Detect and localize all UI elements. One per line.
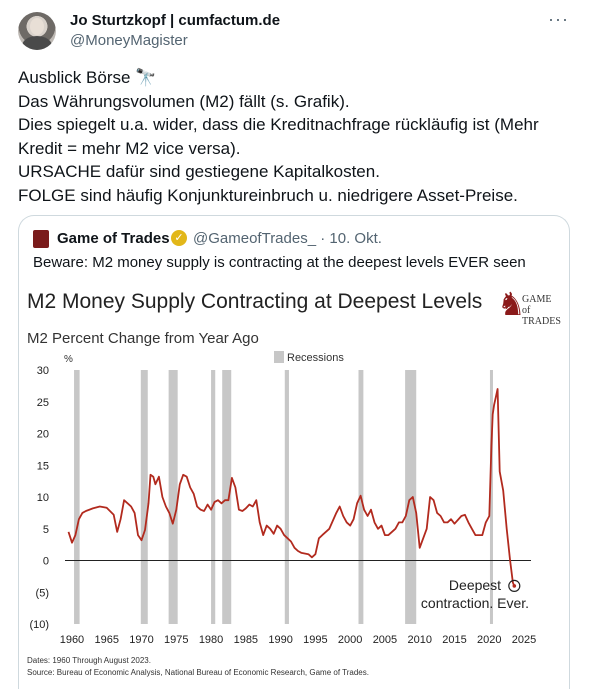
recession-bar [168, 370, 178, 624]
x-tick-label: 2005 [373, 634, 397, 646]
chart-title: M2 Money Supply Contracting at Deepest L… [27, 290, 483, 313]
quoted-tweet-text: Beware: M2 money supply is contracting a… [33, 254, 526, 271]
y-tick-label: 5 [43, 524, 49, 536]
game-of-trades-logo: ♞ GAME of TRADES [497, 286, 561, 327]
y-unit-label: % [64, 354, 73, 365]
author-name[interactable]: Jo Sturtzkopf | cumfactum.de [70, 12, 281, 29]
recession-bar [211, 370, 216, 624]
verified-badge-icon: ✓ [171, 230, 187, 246]
x-tick-label: 2025 [512, 634, 536, 646]
m2-series-line [67, 388, 516, 587]
endpoint-circle [508, 579, 521, 592]
legend-swatch [274, 351, 284, 363]
annotation-line: contraction. Ever. [421, 595, 529, 611]
tweet-line: URSACHE dafür sind gestiegene Kapitalkos… [18, 162, 380, 182]
tweet-line: Ausblick Börse 🔭 [18, 68, 157, 87]
quoted-avatar[interactable] [33, 230, 49, 248]
author-avatar[interactable] [18, 12, 56, 50]
tweet-line: FOLGE sind häufig Konjunktureinbruch u. … [18, 185, 518, 205]
recession-bar [489, 370, 493, 624]
knight-icon: ♞ [497, 286, 526, 322]
recession-bar [284, 370, 289, 624]
tweet-text: Ausblick Börse 🔭 Das Währungsvolumen (M2… [18, 66, 578, 208]
quoted-author-name[interactable]: Game of Trades [57, 230, 170, 247]
y-tick-label: 25 [37, 397, 49, 409]
recession-bar [405, 370, 417, 624]
y-tick-label: 30 [37, 365, 49, 377]
quoted-handle-date[interactable]: @GameofTrades_ · 10. Okt. [193, 230, 382, 247]
x-tick-label: 1970 [129, 634, 153, 646]
chart-footnote-source: Source: Bureau of Economic Analysis, Nat… [27, 668, 369, 677]
x-tick-label: 1980 [199, 634, 223, 646]
x-tick-label: 1985 [234, 634, 258, 646]
x-tick-label: 2020 [477, 634, 501, 646]
annotation-line: Deepest [449, 577, 501, 593]
x-tick-label: 2000 [338, 634, 362, 646]
tweet-line: Dies spiegelt u.a. wider, dass die Kredi… [18, 115, 539, 135]
quoted-tweet[interactable]: Game of Trades ✓ @GameofTrades_ · 10. Ok… [18, 215, 570, 689]
recession-bar [140, 370, 148, 624]
recession-bar [74, 370, 80, 624]
author-handle[interactable]: @MoneyMagister [70, 32, 188, 49]
avatar-shoulders [22, 36, 52, 50]
x-tick-label: 1975 [164, 634, 188, 646]
x-tick-label: 1965 [94, 634, 118, 646]
x-tick-label: 2010 [407, 634, 431, 646]
x-tick-label: 1990 [268, 634, 292, 646]
y-tick-label: 10 [37, 492, 49, 504]
chart-footnote-dates: Dates: 1960 Through August 2023. [27, 656, 151, 665]
legend-label: Recessions [287, 352, 344, 364]
x-tick-label: 1960 [60, 634, 84, 646]
y-tick-label: (5) [36, 587, 49, 599]
recession-bar [222, 370, 232, 624]
more-options-icon[interactable]: ··· [548, 9, 569, 29]
avatar-face [30, 18, 44, 35]
logo-wordmark: GAME of TRADES [522, 294, 561, 327]
tweet-line: Das Währungsvolumen (M2) fällt (s. Grafi… [18, 91, 350, 111]
y-tick-label: 20 [37, 429, 49, 441]
y-tick-label: 15 [37, 460, 49, 472]
y-tick-label: (10) [29, 619, 49, 631]
y-tick-label: 0 [43, 556, 49, 568]
chart-subtitle: M2 Percent Change from Year Ago [27, 330, 259, 347]
tweet-line: Kredit = mehr M2 vice versa). [18, 138, 241, 158]
x-tick-label: 2015 [442, 634, 466, 646]
x-tick-label: 1995 [303, 634, 327, 646]
endpoint-dot [512, 584, 517, 588]
